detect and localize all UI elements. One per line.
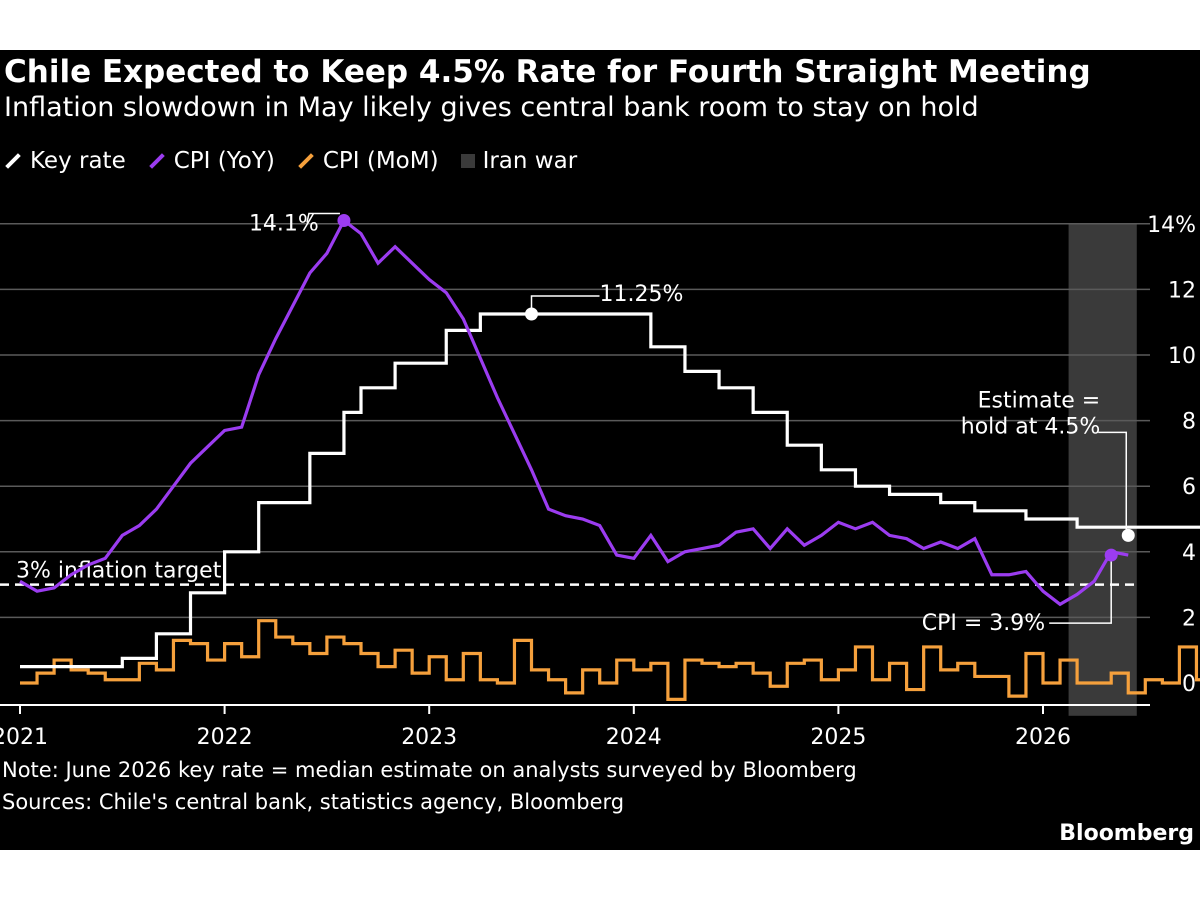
legend: Key rate CPI (YoY) CPI (MoM) Iran war xyxy=(4,148,577,174)
legend-label-cpi-mom: CPI (MoM) xyxy=(322,148,439,174)
annotation-marker xyxy=(337,214,351,228)
shaded-period-iran-war xyxy=(1068,223,1137,716)
x-tick-label: 2025 xyxy=(810,725,866,750)
chart-subtitle: Inflation slowdown in May likely gives c… xyxy=(4,92,979,123)
legend-item-key-rate: Key rate xyxy=(4,148,126,174)
series-key-rate xyxy=(20,312,1200,669)
series-cpi-yoy xyxy=(19,218,1129,607)
annotation-leader xyxy=(1098,431,1127,534)
bloomberg-logo: Bloomberg xyxy=(1059,821,1194,846)
y-tick-label: 10 xyxy=(1168,344,1196,369)
legend-swatch-cpi-yoy xyxy=(148,153,165,169)
chart-title: Chile Expected to Keep 4.5% Rate for Fou… xyxy=(4,54,1091,90)
inflation-target-label: 3% inflation target xyxy=(16,559,222,584)
y-tick-label: 12 xyxy=(1168,278,1196,303)
legend-label-key-rate: Key rate xyxy=(30,148,126,174)
annotation-leader xyxy=(530,295,600,314)
annotation-cpi-latest: CPI = 3.9% xyxy=(922,611,1045,636)
chart-source: Sources: Chile's central bank, statistic… xyxy=(2,790,625,814)
chart-panel: Chile Expected to Keep 4.5% Rate for Fou… xyxy=(0,50,1200,850)
annotation-cpi-peak: 14.1% xyxy=(249,212,319,237)
annotation-key-rate-peak: 11.25% xyxy=(600,282,684,307)
legend-item-cpi-yoy: CPI (YoY) xyxy=(148,148,275,174)
y-tick-label: 2 xyxy=(1182,606,1196,631)
y-tick-label: 0 xyxy=(1182,672,1196,697)
legend-item-iran-war: Iran war xyxy=(460,148,578,174)
legend-swatch-iran-war xyxy=(460,154,475,168)
legend-label-cpi-yoy: CPI (YoY) xyxy=(173,148,275,174)
annotation-estimate: Estimate = xyxy=(978,388,1101,413)
annotation-marker xyxy=(525,307,538,321)
chart-note: Note: June 2026 key rate = median estima… xyxy=(2,758,857,782)
x-tick-label: 2024 xyxy=(606,725,662,750)
x-tick-label: 2023 xyxy=(401,725,457,750)
x-tick-label: 2021 xyxy=(0,725,48,750)
y-tick-label: 8 xyxy=(1182,410,1196,435)
annotation-estimate: hold at 4.5% xyxy=(961,414,1100,439)
legend-swatch-key-rate xyxy=(5,153,21,169)
y-tick-label: 14% xyxy=(1147,213,1196,238)
y-tick-label: 4 xyxy=(1182,541,1196,566)
annotation-leader xyxy=(306,212,340,223)
series-cpi-mom xyxy=(20,619,1200,701)
legend-swatch-cpi-mom xyxy=(298,153,314,169)
annotation-marker xyxy=(1104,548,1118,562)
line-chart: 3% inflation target 2021 2022 2023 2024 2025… xyxy=(0,212,1200,750)
x-tick-label: 2026 xyxy=(1015,725,1071,750)
legend-item-cpi-mom: CPI (MoM) xyxy=(297,148,439,174)
annotation-marker xyxy=(1121,528,1135,542)
x-tick-label: 2022 xyxy=(197,725,253,750)
annotation-leader xyxy=(1049,555,1112,624)
legend-label-iran-war: Iran war xyxy=(482,148,578,174)
y-tick-label: 6 xyxy=(1182,475,1196,500)
